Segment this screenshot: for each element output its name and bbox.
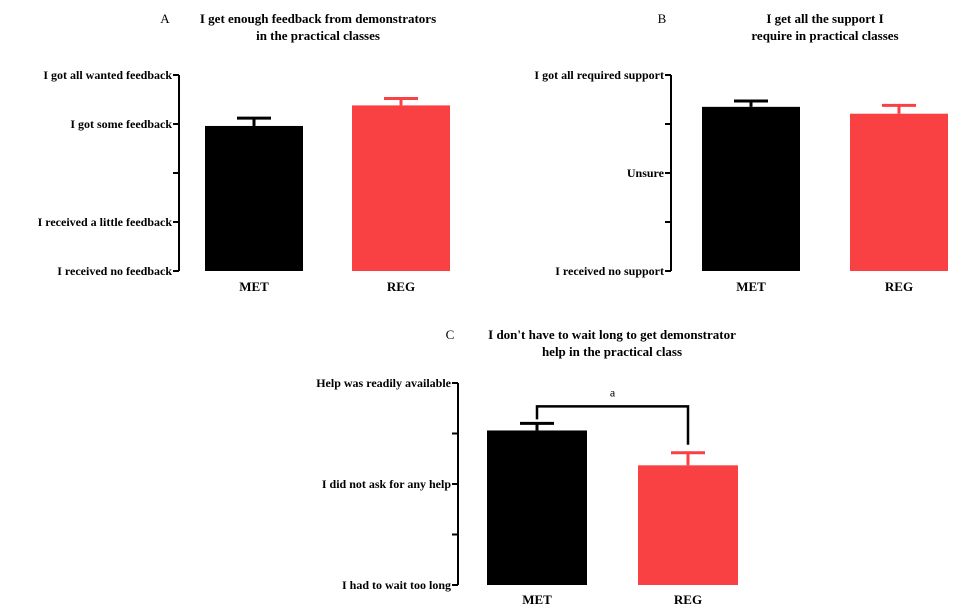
panel-c-letter: C — [446, 327, 455, 342]
bar-met — [702, 106, 800, 271]
category-label: MET — [736, 279, 766, 294]
panel-a-subtitle: in the practical classes — [256, 28, 380, 43]
panel-b-plot: I received no support Unsure I got all req… — [534, 68, 948, 294]
panel-c-subtitle: help in the practical class — [542, 344, 682, 359]
panel-a-letter: A — [160, 11, 170, 26]
y-tick-label: Unsure — [627, 166, 665, 180]
y-tick-label: I did not ask for any help — [322, 477, 451, 491]
bar-reg — [638, 465, 738, 585]
panel-a: A I get enough feedback from demonstrato… — [38, 11, 450, 294]
category-label: REG — [387, 279, 415, 294]
category-label: MET — [239, 279, 269, 294]
panel-a-plot: I received no feedback I received a littl… — [38, 68, 450, 294]
y-tick-label: I got all wanted feedback — [43, 68, 172, 82]
panel-c-plot: I had to wait too long I did not ask for … — [316, 376, 738, 607]
significance-bracket — [535, 405, 690, 445]
panel-b: B I get all the support I require in pra… — [534, 11, 948, 294]
bar-met — [487, 430, 587, 585]
panel-b-subtitle: require in practical classes — [751, 28, 898, 43]
panel-c-title: I don't have to wait long to get demonst… — [488, 327, 736, 342]
y-tick-label: I had to wait too long — [342, 578, 451, 592]
panel-c: C I don't have to wait long to get demon… — [316, 327, 738, 607]
y-tick-label: I received no support — [555, 264, 664, 278]
panel-a-title: I get enough feedback from demonstrators — [200, 11, 436, 26]
y-tick-label: I received a little feedback — [38, 215, 173, 229]
y-tick-label: I got all required support — [534, 68, 664, 82]
y-tick-label: I got some feedback — [70, 117, 172, 131]
panel-b-letter: B — [658, 11, 667, 26]
bar-met — [205, 125, 303, 272]
category-label: REG — [674, 592, 702, 607]
panel-b-title: I get all the support I — [766, 11, 883, 26]
significance-label: a — [610, 385, 616, 399]
bar-reg — [850, 113, 948, 272]
y-tick-label: I received no feedback — [57, 264, 172, 278]
y-tick-label: Help was readily available — [316, 376, 451, 390]
bar-reg — [352, 105, 450, 271]
category-label: REG — [885, 279, 913, 294]
category-label: MET — [522, 592, 552, 607]
